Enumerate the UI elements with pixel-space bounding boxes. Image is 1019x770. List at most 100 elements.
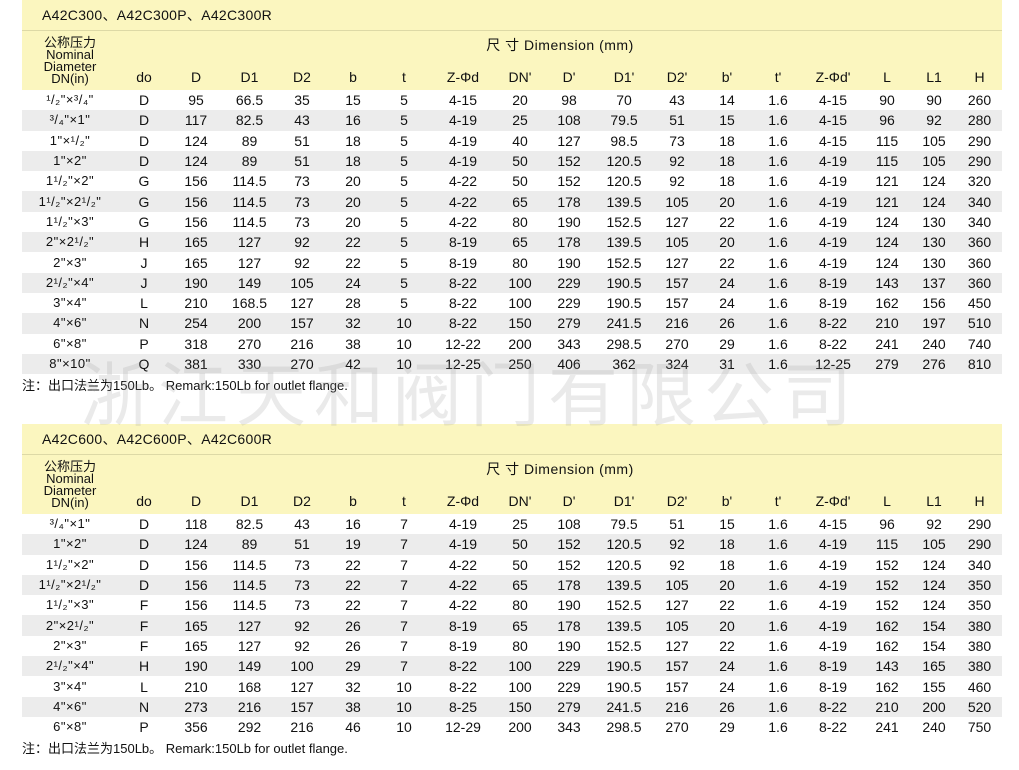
table-cell: 46 (327, 716, 379, 738)
table-row: 1¹/₂"×2" D 156 114.5 73 22 7 4-22 50 152 120.5 92 18… (22, 554, 1003, 575)
column-header: D1 (222, 483, 277, 514)
table-cell: 22 (701, 211, 753, 233)
dn-cell: ¹/₂"×³/₄" (22, 90, 118, 111)
table-cell: 31 (701, 353, 753, 375)
table-cell: 250 (497, 353, 543, 375)
table-cell: 290 (957, 150, 1003, 172)
table-cell: 22 (327, 554, 379, 575)
table-cell: 24 (701, 676, 753, 697)
table-cell: 168 (222, 676, 277, 697)
table-cell: 197 (911, 313, 957, 334)
table-cell: 124 (170, 534, 222, 555)
table-cell: 156 (170, 574, 222, 596)
table-cell: 80 (497, 635, 543, 657)
table-cell: 73 (277, 554, 327, 575)
table-cell: 12-25 (429, 353, 497, 375)
table-cell: 8-22 (429, 676, 497, 697)
table-cell: 279 (543, 313, 595, 334)
table-cell: 105 (911, 534, 957, 555)
table-cell: 210 (863, 313, 911, 334)
table-cell: 51 (277, 150, 327, 172)
column-header: do (118, 483, 170, 514)
table-cell: 149 (222, 656, 277, 677)
table-cell: 270 (222, 333, 277, 354)
table-cell: 8-25 (429, 696, 497, 717)
table-cell: 127 (222, 615, 277, 636)
table-cell: 105 (911, 150, 957, 172)
table-cell: 318 (170, 333, 222, 354)
dn-cell: 1"×¹/₂" (22, 130, 118, 151)
table-cell: 8-19 (803, 292, 863, 314)
table-cell: 124 (863, 232, 911, 253)
table-cell: 80 (497, 595, 543, 616)
table-cell: 89 (222, 130, 277, 151)
table-cell: 127 (222, 635, 277, 657)
table-cell: D (118, 150, 170, 172)
table-cell: 1.6 (753, 514, 803, 535)
table-cell: 4-19 (429, 150, 497, 172)
table-cell: 157 (277, 313, 327, 334)
table-cell: 4-22 (429, 574, 497, 596)
table-cell: 22 (327, 595, 379, 616)
dimension-header: 尺 寸 Dimension (mm) (118, 31, 1003, 59)
table-cell: 4-15 (803, 90, 863, 111)
table-cell: 105 (653, 615, 701, 636)
table-cell: 150 (497, 696, 543, 717)
table-row: 1¹/₂"×2¹/₂" D 156 114.5 73 22 7 4-22 65 178 139.5 1… (22, 574, 1003, 596)
table-cell: 340 (957, 211, 1003, 233)
table-cell: 32 (327, 676, 379, 697)
table-cell: 324 (653, 353, 701, 375)
column-header: H (957, 59, 1003, 90)
dn-cell: 2"×2¹/₂" (22, 232, 118, 253)
column-header: t' (753, 483, 803, 514)
table-cell: 1.6 (753, 635, 803, 657)
table-cell: 8-22 (803, 333, 863, 354)
table-cell: 1.6 (753, 211, 803, 233)
table-cell: 28 (327, 292, 379, 314)
table-cell: 121 (863, 191, 911, 212)
table-cell: D (118, 90, 170, 111)
table-cell: 22 (327, 232, 379, 253)
table-cell: 90 (863, 90, 911, 111)
table-cell: 65 (497, 191, 543, 212)
table-cell: 240 (911, 333, 957, 354)
table-cell: 4-19 (429, 130, 497, 151)
table-cell: H (118, 232, 170, 253)
table-cell: 73 (277, 171, 327, 192)
table-cell: 381 (170, 353, 222, 375)
table-cell: 8-19 (803, 676, 863, 697)
table-cell: 4-19 (803, 615, 863, 636)
table-cell: 127 (653, 595, 701, 616)
table-cell: 200 (497, 716, 543, 738)
table-cell: P (118, 716, 170, 738)
table-cell: 20 (701, 574, 753, 596)
table-cell: 40 (497, 130, 543, 151)
table-cell: D (118, 534, 170, 555)
table-cell: 22 (327, 574, 379, 596)
table-cell: 380 (957, 615, 1003, 636)
table-cell: 156 (911, 292, 957, 314)
dn-cell: 1¹/₂"×3" (22, 595, 118, 616)
table-cell: 22 (701, 595, 753, 616)
table-cell: 8-22 (429, 272, 497, 293)
table-cell: 50 (497, 150, 543, 172)
table-cell: 105 (277, 272, 327, 293)
table-cell: 216 (277, 716, 327, 738)
dn-cell: 1¹/₂"×2¹/₂" (22, 574, 118, 596)
table-cell: 292 (222, 716, 277, 738)
table-cell: 210 (863, 696, 911, 717)
table-cell: 5 (379, 110, 429, 131)
table-cell: 120.5 (595, 554, 653, 575)
table-cell: 139.5 (595, 574, 653, 596)
column-header: D1' (595, 59, 653, 90)
remark-note: 注：出口法兰为150Lb。 Remark:150Lb for outlet fl… (22, 737, 1002, 762)
table-cell: 165 (170, 615, 222, 636)
table-cell: 25 (497, 110, 543, 131)
table-cell: 4-19 (803, 595, 863, 616)
dn-header: 公称压力 Nominal Diameter DN(in) (22, 455, 118, 514)
section-title: A42C300、A42C300P、A42C300R (22, 0, 1002, 31)
table-cell: 8-19 (429, 232, 497, 253)
table-cell: 24 (701, 292, 753, 314)
table-cell: 80 (497, 211, 543, 233)
table-cell: 127 (222, 252, 277, 273)
